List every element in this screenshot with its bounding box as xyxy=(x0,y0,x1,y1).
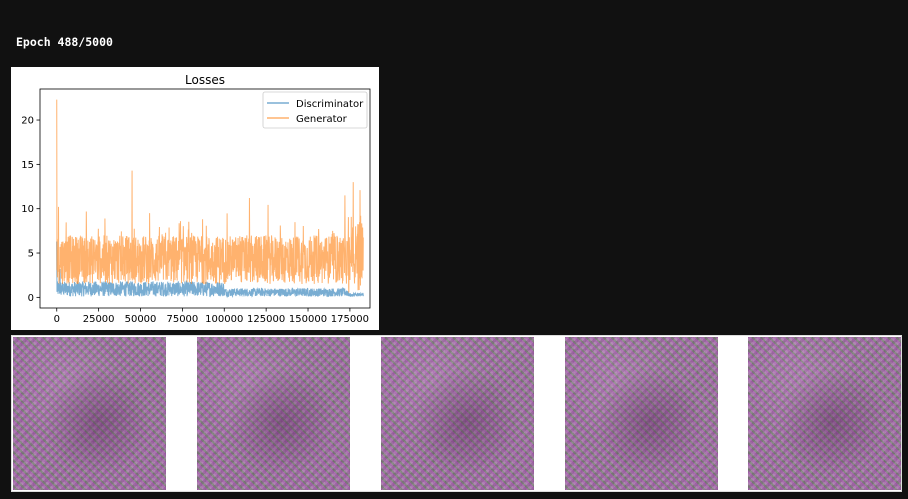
x-tick-label: 100000 xyxy=(205,314,243,325)
y-tick-label: 10 xyxy=(21,204,34,215)
x-tick-label: 75000 xyxy=(166,314,198,325)
legend-label-discriminator: Discriminator xyxy=(296,99,364,110)
chart-title: Losses xyxy=(185,73,225,87)
generated-sample-3 xyxy=(381,337,534,490)
legend-label-generator: Generator xyxy=(296,114,348,125)
y-tick-label: 0 xyxy=(28,293,34,304)
chart-legend: Discriminator Generator xyxy=(262,91,368,129)
epoch-line: Epoch 488/5000 xyxy=(16,35,113,49)
y-tick-label: 20 xyxy=(21,116,34,127)
series-line-discriminator xyxy=(56,241,364,299)
y-tick-label: 5 xyxy=(28,249,34,260)
series-layer xyxy=(56,99,364,299)
x-tick-label: 50000 xyxy=(125,314,157,325)
generated-samples-panel xyxy=(11,335,902,492)
x-tick-label: 125000 xyxy=(247,314,285,325)
losses-chart-svg: Losses 0 25000 50000 75000 100000 125000 15000… xyxy=(21,73,371,325)
losses-chart: Losses 0 25000 50000 75000 100000 125000 15000… xyxy=(11,67,379,330)
series-line-generator xyxy=(56,99,364,293)
legend-box xyxy=(262,91,368,129)
generated-sample-1 xyxy=(13,337,166,490)
plot-frame xyxy=(39,88,371,309)
generated-sample-5 xyxy=(748,337,901,490)
x-tick-label: 150000 xyxy=(289,314,327,325)
axis-ticks: 0 25000 50000 75000 100000 125000 150000 175000… xyxy=(21,116,369,325)
x-tick-label: 25000 xyxy=(83,314,115,325)
generated-sample-4 xyxy=(565,337,718,490)
generated-sample-2 xyxy=(197,337,350,490)
x-tick-label: 175000 xyxy=(331,314,369,325)
x-tick-label: 0 xyxy=(54,314,60,325)
y-tick-label: 15 xyxy=(21,160,34,171)
